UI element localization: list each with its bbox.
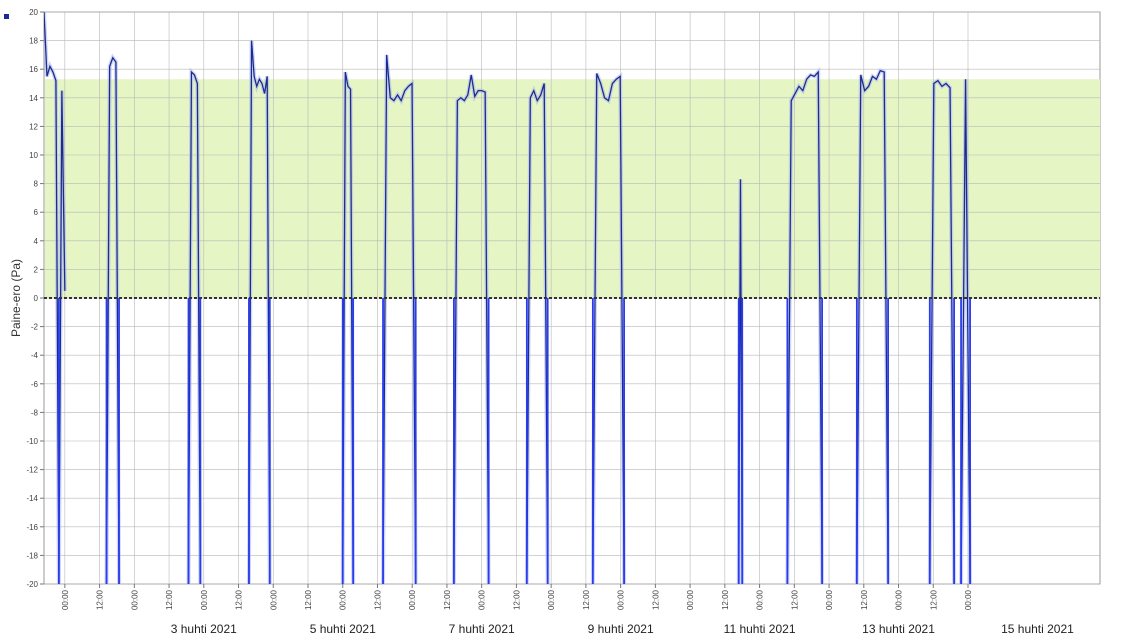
x-date-label: 13 huhti 2021 bbox=[862, 622, 935, 636]
y-tick-label: 0 bbox=[34, 294, 39, 303]
y-tick-label: 18 bbox=[29, 37, 38, 46]
x-tick-label: 00:00 bbox=[478, 589, 487, 610]
x-tick-label: 00:00 bbox=[686, 589, 695, 610]
y-tick-label: -6 bbox=[31, 380, 39, 389]
x-tick-label: 00:00 bbox=[547, 589, 556, 610]
series-line bbox=[453, 74, 490, 584]
y-tick-label: 8 bbox=[34, 180, 39, 189]
x-tick-label: 12:00 bbox=[304, 589, 313, 610]
target-band bbox=[45, 79, 1100, 299]
x-date-label: 3 huhti 2021 bbox=[171, 622, 237, 636]
y-tick-label: 14 bbox=[29, 94, 38, 103]
y-tick-label: -10 bbox=[26, 437, 38, 446]
x-tick-label: 00:00 bbox=[200, 589, 209, 610]
y-axis-title: Paine-ero (Pa) bbox=[9, 259, 23, 337]
x-tick-label: 12:00 bbox=[512, 589, 521, 610]
x-tick-label: 00:00 bbox=[756, 589, 765, 610]
x-tick-label: 12:00 bbox=[790, 589, 799, 610]
x-date-label: 9 huhti 2021 bbox=[588, 622, 654, 636]
series-line bbox=[187, 70, 201, 584]
y-tick-label: -2 bbox=[31, 323, 39, 332]
y-tick-label: -8 bbox=[31, 408, 39, 417]
y-tick-label: -12 bbox=[26, 466, 38, 475]
x-tick-label: 12:00 bbox=[582, 589, 591, 610]
legend-marker bbox=[4, 14, 9, 19]
y-tick-label: -16 bbox=[26, 523, 38, 532]
y-tick-label: -4 bbox=[31, 351, 39, 360]
x-tick-label: 12:00 bbox=[96, 589, 105, 610]
series-line bbox=[960, 79, 971, 584]
series-line bbox=[592, 73, 625, 584]
x-date-label: 7 huhti 2021 bbox=[449, 622, 515, 636]
x-tick-label: 00:00 bbox=[130, 589, 139, 610]
y-tick-label: 10 bbox=[29, 151, 38, 160]
x-tick-label: 00:00 bbox=[825, 589, 834, 610]
y-tick-label: 20 bbox=[29, 8, 38, 17]
x-tick-label: 00:00 bbox=[895, 589, 904, 610]
x-tick-label: 12:00 bbox=[235, 589, 244, 610]
x-tick-label: 00:00 bbox=[617, 589, 626, 610]
y-tick-label: 16 bbox=[29, 65, 38, 74]
x-tick-label: 00:00 bbox=[408, 589, 417, 610]
x-date-label: 11 huhti 2021 bbox=[724, 622, 796, 636]
x-tick-label: 12:00 bbox=[721, 589, 730, 610]
y-tick-label: -14 bbox=[26, 494, 38, 503]
y-tick-label: 6 bbox=[34, 208, 39, 217]
x-tick-label: 00:00 bbox=[964, 589, 973, 610]
series-line bbox=[382, 54, 417, 584]
y-tick-label: -18 bbox=[26, 551, 38, 560]
x-tick-label: 12:00 bbox=[165, 589, 174, 610]
series-line bbox=[526, 83, 549, 584]
x-tick-label: 12:00 bbox=[929, 589, 938, 610]
series-line bbox=[342, 71, 354, 584]
series-line bbox=[786, 70, 823, 584]
x-tick-label: 12:00 bbox=[443, 589, 452, 610]
x-tick-label: 00:00 bbox=[339, 589, 348, 610]
series-line bbox=[105, 56, 120, 584]
y-tick-label: 12 bbox=[29, 122, 38, 131]
series-line bbox=[44, 12, 66, 584]
x-tick-label: 12:00 bbox=[373, 589, 382, 610]
x-tick-label: 00:00 bbox=[269, 589, 278, 610]
series-line bbox=[856, 69, 889, 584]
x-date-label: 15 huhti 2021 bbox=[1001, 622, 1074, 636]
x-date-label: 5 huhti 2021 bbox=[310, 622, 376, 636]
x-tick-label: 12:00 bbox=[651, 589, 660, 610]
y-tick-label: -20 bbox=[26, 580, 38, 589]
y-tick-label: 2 bbox=[34, 265, 39, 274]
series-line bbox=[248, 40, 271, 584]
y-tick-label: 4 bbox=[34, 237, 39, 246]
series-line bbox=[929, 79, 955, 584]
x-tick-label: 12:00 bbox=[860, 589, 869, 610]
x-tick-label: 00:00 bbox=[61, 589, 70, 610]
